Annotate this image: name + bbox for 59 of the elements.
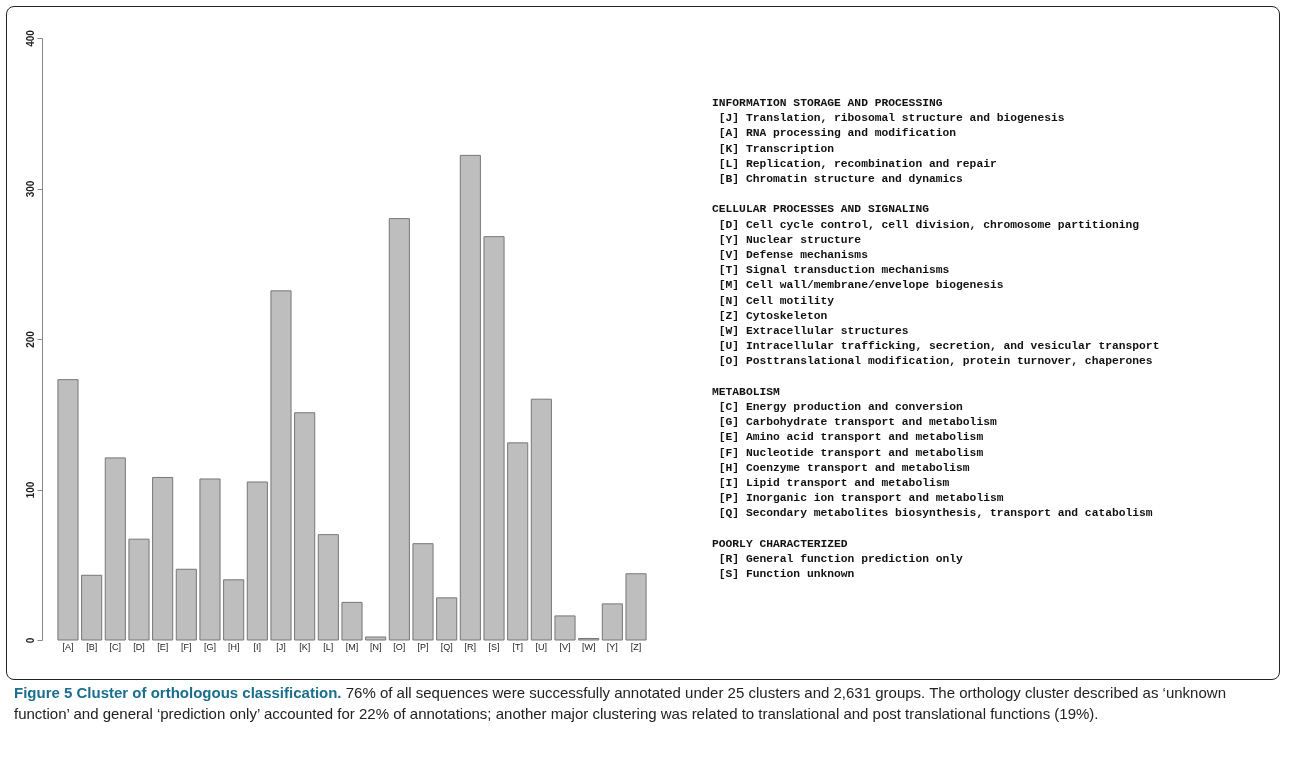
bar [341,601,363,641]
bar [317,534,339,641]
x-tick-label: [B] [86,641,98,652]
x-tick-label: [G] [203,641,216,652]
x-tick-label: [N] [369,641,382,652]
y-tick-label: 200 [24,330,36,348]
x-tick-label: [Y] [606,641,618,652]
bar [412,543,434,641]
x-tick-label: [S] [488,641,500,652]
text: CELLULAR PROCESSES AND SIGNALING [D] Cell cycle control, cell division, chromosome partitioning [Y] Nuclear structure [V] Defense mechanisms [T] Signal transduction mechanisms [M] Cell wall/membrane/envelope biogenesis [N] Cell motility [Z] Cytoskeleton [W] Extracellular structures [U] Intracellular trafficking, secretion, and vesicular transport [O] Posttranslational modification, protein turnover, chaperones [712,203,1160,368]
bar [199,478,221,641]
x-tick-label: [O] [393,641,406,652]
x-tick-label: [U] [535,641,548,652]
text: INFORMATION STORAGE AND PROCESSING [J] Translation, ribosomal structure and biogenesis [A] RNA processing and modification [K] Transcription [L] Replication, recombination and repair [B] Chromatin structure and dynamics [712,96,1066,187]
x-tick-label: [A] [62,641,74,652]
y-tick-label: 100 [24,481,36,499]
bar [81,574,103,641]
bar [365,636,387,641]
bar [625,573,647,641]
text: POORLY CHARACTERIZED [R] General function prediction only [S] Function unknown [712,536,964,583]
x-tick-label: [Q] [440,641,453,652]
bar [294,412,316,641]
bar [459,154,481,641]
bar [175,568,197,641]
x-tick-label: [K] [299,641,311,652]
bar [128,538,150,641]
text: Figure 5 Cluster of orthologous classification. [14,684,342,701]
x-tick-label: [F] [181,641,192,652]
bar [152,476,174,641]
x-tick-label: [I] [253,641,262,652]
bar [104,457,126,641]
bar [601,603,623,641]
bar [530,398,552,641]
y-tick-label: 400 [24,29,36,47]
bar [554,615,576,641]
x-tick-label: [Z] [630,641,642,652]
y-tick-label: 0 [24,637,36,644]
x-tick-label: [H] [227,641,240,652]
x-tick-label: [W] [581,641,596,652]
x-tick-label: [C] [109,641,122,652]
bar [270,290,292,641]
x-tick-label: [P] [417,641,429,652]
x-tick-label: [M] [345,641,359,652]
x-tick-label: [J] [276,641,286,652]
x-tick-label: [D] [133,641,145,652]
x-tick-label: [V] [559,641,571,652]
bar [246,481,268,641]
bar [436,597,458,641]
bar [57,379,79,641]
x-tick-label: [R] [464,641,477,652]
bar [483,236,505,641]
bar [388,218,410,641]
x-tick-label: [E] [157,641,169,652]
bar [223,579,245,641]
bar [507,442,529,641]
text: METABOLISM [C] Energy production and conversion [G] Carbohydrate transport and metabolism [E] Amino acid transport and metabolism [F] Nucleotide transport and metabolism [H] Coenzyme transport and metabolism [I] Lipid transport and metabolism [P] Inorganic ion transport and metabolism [Q] Secondary metabolites biosynthesis, transport and catabolism [712,385,1153,520]
x-tick-label: [L] [323,641,334,652]
x-tick-label: [T] [512,641,523,652]
y-tick-label: 300 [24,180,36,198]
